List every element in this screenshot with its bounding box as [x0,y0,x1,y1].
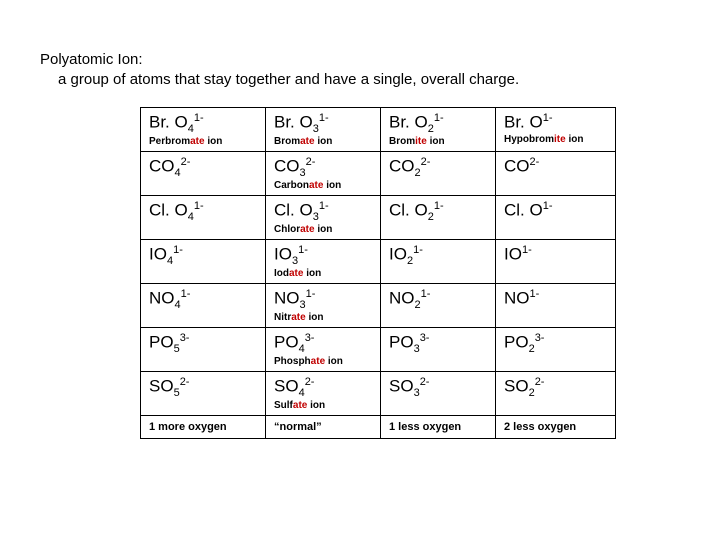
ion-formula: NO41- [149,288,257,311]
table-row: Cl. O41- Cl. O31-Chlorate ion Cl. O21- Cl. … [141,196,616,240]
ion-table: Br. O41-Perbromate ionBr. O31-Bromate io… [140,107,616,439]
ion-formula: PO33- [389,332,487,355]
table-cell: Cl. O1- [496,196,616,240]
ion-formula: IO1- [504,244,607,265]
ion-formula: NO21- [389,288,487,311]
table-cell: Br. O41-Perbromate ion [141,108,266,152]
table-cell: PO43-Phosphate ion [266,328,381,372]
ion-formula: IO31- [274,244,372,267]
ion-formula: CO22- [389,156,487,179]
footer-label: 1 more oxygen [149,421,257,433]
table-cell: CO42- [141,152,266,196]
ion-formula: Cl. O31- [274,200,372,223]
ion-formula: SO52- [149,376,257,399]
heading: Polyatomic Ion: a group of atoms that st… [40,50,680,89]
ion-formula: Cl. O1- [504,200,607,221]
table-cell: IO1- [496,240,616,284]
table-cell: SO32- [381,372,496,416]
table-cell: NO31-Nitrate ion [266,284,381,328]
table-cell: SO22- [496,372,616,416]
ion-formula: PO43- [274,332,372,355]
table-cell: SO52- [141,372,266,416]
table-cell: IO31-Iodate ion [266,240,381,284]
table-footer-row: 1 more oxygen “normal” 1 less oxygen 2 less… [141,416,616,439]
table-cell: Cl. O21- [381,196,496,240]
ion-formula: CO32- [274,156,372,179]
ion-formula: Br. O1- [504,112,607,133]
ion-formula: Br. O41- [149,112,257,135]
ion-name: Bromate ion [274,136,372,147]
footer-label: 2 less oxygen [504,421,607,433]
table-cell: NO41- [141,284,266,328]
footer-cell: 1 more oxygen [141,416,266,439]
table-cell: Br. O21-Bromite ion [381,108,496,152]
table-cell: SO42-Sulfate ion [266,372,381,416]
table-cell: IO21- [381,240,496,284]
ion-name: Nitrate ion [274,312,372,323]
ion-name: Iodate ion [274,268,372,279]
ion-formula: CO42- [149,156,257,179]
ion-formula: SO32- [389,376,487,399]
table-cell: Br. O31-Bromate ion [266,108,381,152]
ion-formula: NO1- [504,288,607,309]
table-cell: Br. O1-Hypobromite ion [496,108,616,152]
footer-cell: 2 less oxygen [496,416,616,439]
footer-label: 1 less oxygen [389,421,487,433]
table-row: Br. O41-Perbromate ionBr. O31-Bromate io… [141,108,616,152]
footer-cell: “normal” [266,416,381,439]
table-row: SO52- SO42-Sulfate ion SO32- SO22- [141,372,616,416]
table-row: IO41- IO31-Iodate ion IO21- IO1- [141,240,616,284]
ion-name: Sulfate ion [274,400,372,411]
ion-formula: Cl. O21- [389,200,487,223]
ion-formula: CO2- [504,156,607,177]
ion-name: Chlorate ion [274,224,372,235]
table-cell: NO21- [381,284,496,328]
ion-formula: Br. O21- [389,112,487,135]
ion-formula: Br. O31- [274,112,372,135]
table-cell: CO22- [381,152,496,196]
ion-formula: SO22- [504,376,607,399]
table-row: CO42- CO32-Carbonate ion CO22- CO2- [141,152,616,196]
ion-formula: PO53- [149,332,257,355]
table-cell: Cl. O31-Chlorate ion [266,196,381,240]
table-cell: PO53- [141,328,266,372]
ion-formula: PO23- [504,332,607,355]
ion-name: Perbromate ion [149,136,257,147]
table-cell: IO41- [141,240,266,284]
ion-name: Carbonate ion [274,180,372,191]
table-row: PO53- PO43-Phosphate ion PO33- PO23- [141,328,616,372]
table-cell: NO1- [496,284,616,328]
heading-line1: Polyatomic Ion: [40,50,680,70]
ion-name: Bromite ion [389,136,487,147]
ion-formula: Cl. O41- [149,200,257,223]
ion-name: Hypobromite ion [504,134,607,145]
table-cell: Cl. O41- [141,196,266,240]
table-cell: PO33- [381,328,496,372]
table-cell: CO32-Carbonate ion [266,152,381,196]
ion-formula: SO42- [274,376,372,399]
footer-label: “normal” [274,421,372,433]
heading-line2: a group of atoms that stay together and … [40,70,680,90]
ion-name: Phosphate ion [274,356,372,367]
ion-formula: IO21- [389,244,487,267]
ion-formula: NO31- [274,288,372,311]
table-cell: PO23- [496,328,616,372]
ion-formula: IO41- [149,244,257,267]
footer-cell: 1 less oxygen [381,416,496,439]
table-cell: CO2- [496,152,616,196]
table-row: NO41- NO31-Nitrate ion NO21- NO1- [141,284,616,328]
